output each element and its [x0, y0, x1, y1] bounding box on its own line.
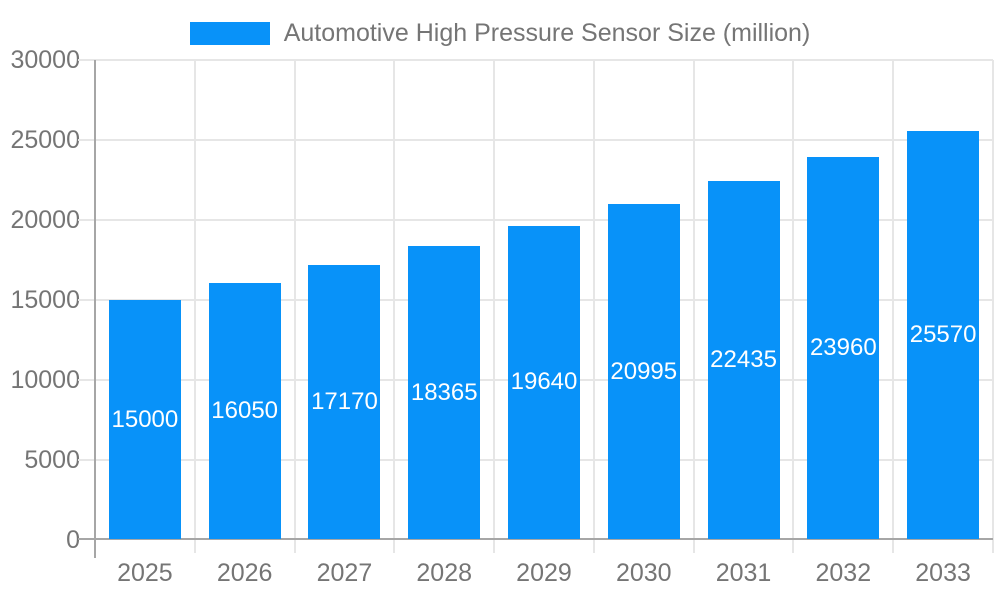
gridline-vertical: [193, 60, 196, 553]
y-tick-label: 30000: [10, 46, 80, 74]
x-tick-label: 2030: [615, 559, 672, 587]
x-tick-label: 2025: [117, 559, 173, 587]
gridline-horizontal: [78, 139, 993, 141]
bar-value-label: 23960: [809, 333, 877, 361]
bar-2033[interactable]: 25570: [907, 130, 980, 539]
gridline-vertical: [792, 60, 795, 553]
x-tick-label: 2029: [516, 559, 572, 587]
bar-value-label: 17170: [311, 388, 378, 416]
y-tick-label: 0: [66, 526, 80, 554]
x-axis-line: [78, 538, 993, 540]
y-tick-label: 10000: [10, 366, 80, 394]
bar-2028[interactable]: 18365: [408, 246, 481, 539]
y-tick-label: 5000: [24, 446, 80, 474]
bar-value-label: 25570: [909, 320, 977, 348]
bar-2025[interactable]: 15000: [108, 300, 181, 539]
bar-2027[interactable]: 17170: [308, 265, 381, 539]
y-tick-label: 15000: [10, 286, 80, 314]
gridline-horizontal: [78, 59, 993, 61]
legend-swatch-icon: [189, 21, 270, 45]
y-tick-label: 25000: [10, 126, 80, 154]
bar-value-label: 15000: [111, 405, 179, 433]
gridline-horizontal: [78, 219, 993, 221]
gridline-vertical: [592, 60, 595, 553]
x-tick-label: 2027: [316, 559, 373, 587]
y-tick-label: 20000: [10, 206, 80, 234]
chart-legend: Automotive High Pressure Sensor Size (mi…: [0, 16, 1000, 50]
y-axis-line: [94, 60, 96, 558]
x-tick-label: 2026: [216, 559, 273, 587]
bar-2030[interactable]: 20995: [607, 204, 680, 539]
bar-2026[interactable]: 16050: [208, 283, 281, 539]
bar-value-label: 18365: [410, 378, 478, 406]
bar-value-label: 16050: [211, 397, 279, 425]
legend-item[interactable]: Automotive High Pressure Sensor Size (mi…: [189, 18, 811, 48]
gridline-vertical: [692, 60, 695, 553]
x-tick-label: 2028: [416, 559, 473, 587]
gridline-vertical: [892, 60, 895, 553]
bar-value-label: 22435: [710, 346, 777, 374]
gridline-vertical: [992, 60, 994, 553]
gridline-vertical: [293, 60, 296, 553]
x-tick-label: 2032: [815, 559, 872, 587]
x-tick-label: 2033: [915, 559, 971, 587]
bar-value-label: 19640: [510, 368, 578, 396]
plot-area: 15000 16050 17170 18365 19640 20995 22435 23960…: [78, 59, 994, 558]
gridline-vertical: [393, 60, 396, 553]
bar-2029[interactable]: 19640: [508, 225, 580, 539]
gridline-vertical: [493, 60, 496, 553]
bar-2031[interactable]: 22435: [707, 181, 780, 539]
bar-value-label: 20995: [610, 357, 678, 385]
bar-2032[interactable]: 23960: [807, 156, 880, 539]
x-tick-label: 2031: [715, 559, 772, 587]
legend-label: Automotive High Pressure Sensor Size (mi…: [283, 19, 811, 47]
